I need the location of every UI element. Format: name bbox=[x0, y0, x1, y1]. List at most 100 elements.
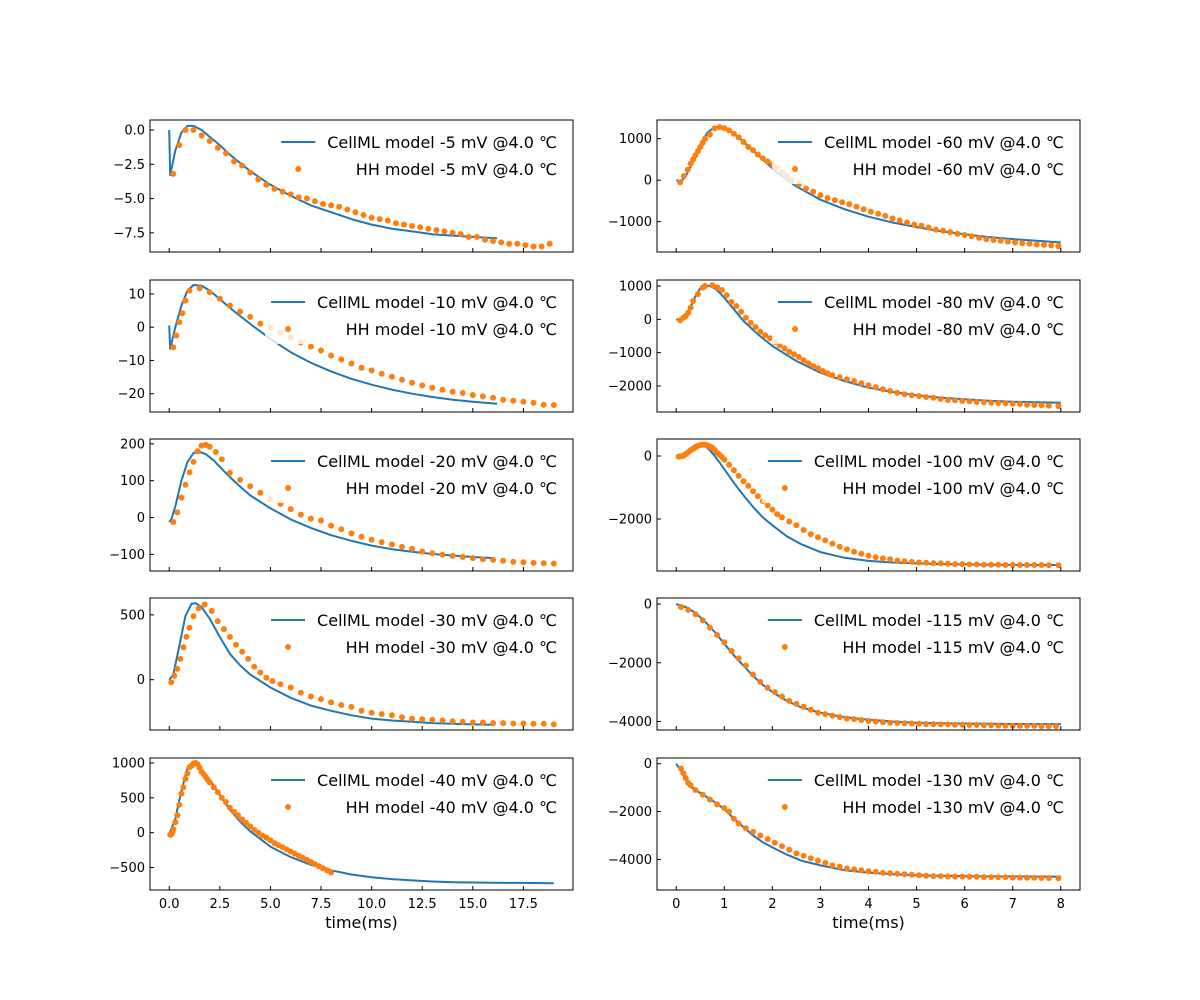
hh-point bbox=[257, 489, 264, 496]
hh-point bbox=[769, 506, 776, 513]
hh-point bbox=[800, 703, 807, 710]
hh-point bbox=[860, 206, 867, 213]
hh-point bbox=[186, 624, 193, 631]
hh-point bbox=[419, 548, 426, 555]
hh-point bbox=[750, 828, 757, 835]
hh-point bbox=[212, 448, 219, 455]
hh-point bbox=[721, 639, 728, 646]
hh-point bbox=[465, 233, 472, 240]
x-tick-label: 10.0 bbox=[357, 897, 386, 912]
hh-point bbox=[803, 185, 809, 192]
hh-point bbox=[358, 364, 365, 371]
hh-point bbox=[995, 874, 1002, 881]
hh-point bbox=[966, 722, 973, 728]
hh-point bbox=[685, 606, 692, 613]
hh-point bbox=[530, 243, 537, 250]
hh-point bbox=[750, 488, 757, 495]
hh-point bbox=[754, 151, 761, 158]
hh-point bbox=[449, 388, 456, 395]
hh-point bbox=[510, 397, 517, 404]
hh-point bbox=[757, 328, 764, 335]
hh-point bbox=[540, 720, 547, 727]
legend-handle-marker bbox=[285, 804, 292, 810]
hh-point bbox=[764, 836, 771, 843]
hh-point bbox=[1031, 402, 1038, 408]
hh-point bbox=[520, 559, 527, 566]
hh-point bbox=[195, 605, 202, 612]
hh-point bbox=[490, 720, 497, 727]
hh-point bbox=[510, 720, 517, 727]
hh-point bbox=[287, 506, 294, 513]
hh-point bbox=[441, 228, 448, 235]
hh-point bbox=[678, 765, 684, 772]
hh-point bbox=[916, 720, 922, 727]
hh-point bbox=[214, 144, 221, 151]
hh-points bbox=[677, 124, 1062, 250]
legend-handle-marker bbox=[781, 644, 788, 650]
hh-point bbox=[952, 397, 958, 404]
hh-point bbox=[178, 494, 185, 501]
hh-point bbox=[255, 176, 262, 183]
hh-point bbox=[409, 715, 416, 722]
legend: CellML model -115 mV @4.0 ℃ HH model -115… bbox=[761, 606, 1070, 662]
hh-point bbox=[747, 319, 754, 326]
hh-point bbox=[201, 601, 208, 608]
hh-point bbox=[726, 808, 733, 815]
hh-point bbox=[976, 234, 983, 241]
hh-point bbox=[973, 722, 980, 728]
hh-point bbox=[995, 561, 1002, 568]
legend-label-cellml: CellML model -10 mV @4.0 ℃ bbox=[317, 293, 557, 312]
hh-point bbox=[171, 672, 178, 679]
hh-point bbox=[988, 874, 995, 881]
hh-point bbox=[824, 370, 831, 377]
legend: CellML model -100 mV @4.0 ℃ HH model -100… bbox=[761, 447, 1070, 503]
hh-point bbox=[1016, 722, 1023, 729]
hh-point bbox=[973, 561, 980, 568]
hh-point bbox=[908, 392, 915, 399]
panel-r4: 0 −2000 −4000 CellML model -115 mV @4.0 ℃ HH… bbox=[608, 597, 1081, 731]
y-tick-label: −10 bbox=[118, 354, 145, 369]
hh-point bbox=[819, 368, 826, 374]
hh-point bbox=[433, 227, 440, 234]
hh-point bbox=[959, 398, 966, 404]
hh-point bbox=[1033, 241, 1040, 248]
panel-r1: 1000 0 −1000 CellML model -60 mV @4.0 ℃ HH m… bbox=[608, 119, 1081, 253]
hh-point bbox=[879, 869, 886, 876]
hh-point bbox=[449, 552, 456, 559]
hh-point bbox=[930, 560, 937, 567]
hh-point bbox=[216, 295, 223, 302]
hh-point bbox=[1045, 723, 1052, 730]
hh-point bbox=[817, 192, 824, 199]
hh-point bbox=[678, 604, 684, 610]
hh-point bbox=[469, 392, 476, 398]
legend-background bbox=[265, 447, 563, 503]
hh-point bbox=[721, 805, 728, 811]
hh-point bbox=[328, 522, 335, 529]
hh-point bbox=[735, 820, 742, 827]
hh-point bbox=[206, 289, 213, 296]
x-tick-label: 17.5 bbox=[509, 897, 538, 912]
hh-point bbox=[449, 718, 456, 725]
hh-point bbox=[932, 226, 939, 233]
hh-point bbox=[490, 556, 497, 563]
hh-point bbox=[473, 233, 480, 240]
hh-points bbox=[168, 601, 557, 728]
hh-point bbox=[520, 398, 527, 405]
y-tick-label: 500 bbox=[120, 608, 145, 623]
hh-point bbox=[887, 556, 894, 563]
hh-point bbox=[843, 546, 850, 553]
hh-point bbox=[944, 873, 951, 880]
hh-point bbox=[328, 699, 335, 706]
hh-point bbox=[711, 125, 718, 132]
hh-point bbox=[879, 555, 886, 562]
hh-point bbox=[1031, 722, 1038, 729]
hh-point bbox=[247, 169, 254, 176]
y-tick-label: −2000 bbox=[608, 805, 652, 820]
hh-point bbox=[879, 386, 886, 393]
x-tick-label: 12.5 bbox=[408, 897, 437, 912]
hh-point bbox=[318, 347, 324, 354]
hh-point bbox=[805, 360, 812, 367]
legend-handle-marker bbox=[285, 326, 292, 332]
x-tick-label: 15.0 bbox=[458, 897, 487, 912]
hh-point bbox=[692, 611, 699, 618]
